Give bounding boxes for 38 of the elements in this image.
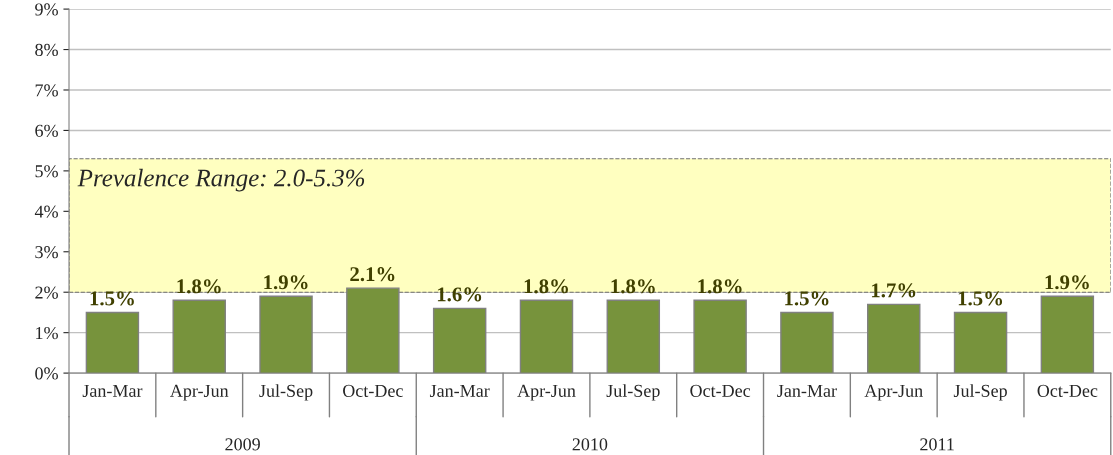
x-tick-label: Jan-Mar bbox=[82, 384, 143, 397]
data-label: 1.8% bbox=[177, 279, 221, 294]
y-tick-label: 8% bbox=[35, 43, 58, 57]
x-tick-label: Apr-Jun bbox=[517, 384, 576, 401]
data-label: 1.5% bbox=[958, 291, 1003, 306]
x-tick-label: Oct-Dec bbox=[1037, 384, 1098, 397]
text: 2011 bbox=[920, 438, 954, 451]
data-label: 1.9% bbox=[264, 275, 308, 290]
x-tick-label: Jul-Sep bbox=[606, 384, 660, 401]
y-tick-label: 4% bbox=[34, 205, 58, 218]
y-tick-label: 6% bbox=[35, 124, 58, 137]
x-tick-label: Jan-Mar bbox=[429, 384, 490, 397]
y-tick-label: 5% bbox=[35, 165, 58, 178]
data-label: 1.5% bbox=[90, 291, 134, 306]
data-label: 1.8% bbox=[698, 279, 742, 294]
data-label: 2.1% bbox=[350, 267, 395, 282]
band-label: Prevalence Range: 2.0-5.3% bbox=[77, 168, 365, 192]
data-label: 1.8% bbox=[611, 279, 655, 294]
x-tick-label: Apr-Jun bbox=[170, 384, 229, 401]
x-tick-label: Apr-Jun bbox=[864, 384, 923, 401]
x-tick-label: Oct-Dec bbox=[690, 384, 751, 397]
y-tick-label: 3% bbox=[35, 246, 58, 259]
y-tick-label: 7% bbox=[35, 84, 58, 97]
data-label: 1.5% bbox=[785, 291, 829, 306]
data-label: 1.9% bbox=[1045, 275, 1089, 290]
x-tick-label: Jul-Sep bbox=[953, 384, 1007, 401]
text: 2010 bbox=[572, 438, 608, 451]
x-tick-label: Jul-Sep bbox=[259, 384, 313, 401]
y-tick-label: 0% bbox=[35, 367, 58, 380]
data-label: 1.6% bbox=[437, 287, 482, 302]
data-label: 1.8% bbox=[524, 279, 568, 294]
x-tick-label: Oct-Dec bbox=[343, 384, 403, 397]
text: 2009 bbox=[225, 438, 260, 451]
x-tick-label: Jan-Mar bbox=[777, 384, 837, 397]
y-tick-label: 9% bbox=[35, 3, 58, 16]
y-tick-label: 1% bbox=[36, 326, 58, 340]
y-tick-label: 2% bbox=[35, 286, 58, 299]
data-label: 1.7% bbox=[871, 283, 916, 298]
